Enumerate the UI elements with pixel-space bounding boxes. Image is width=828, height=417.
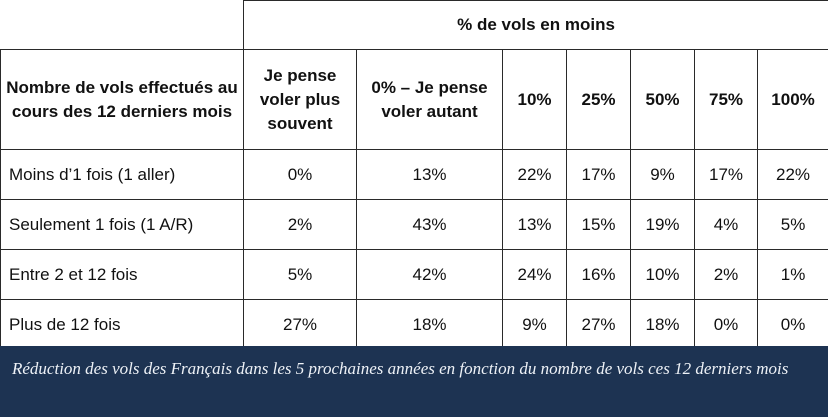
table-cell: 22%	[756, 149, 828, 200]
table-cell: 0%	[243, 149, 357, 200]
table-cell: 2%	[243, 199, 357, 250]
table-cell: 1%	[756, 249, 828, 300]
table-cell: 16%	[566, 249, 631, 300]
row-label: Moins d’1 fois (1 aller)	[0, 149, 244, 200]
flights-table-container: % de vols en moins Nombre de vols effect…	[0, 0, 828, 350]
table-cell: 0%	[694, 299, 758, 350]
table-cell: 5%	[756, 199, 828, 250]
table-cell: 43%	[356, 199, 503, 250]
corner-cell	[0, 0, 244, 50]
table-cell: 19%	[630, 199, 695, 250]
column-header: 100%	[756, 49, 828, 150]
table-cell: 22%	[502, 149, 567, 200]
row-label: Plus de 12 fois	[0, 299, 244, 350]
table-cell: 18%	[630, 299, 695, 350]
column-header-row: Nombre de vols effectués au cours des 12…	[0, 49, 828, 150]
column-header: 0% – Je pense voler autant	[356, 49, 503, 150]
table-cell: 15%	[566, 199, 631, 250]
table-cell: 4%	[694, 199, 758, 250]
table-cell: 0%	[756, 299, 828, 350]
row-label: Entre 2 et 12 fois	[0, 249, 244, 300]
column-header: 50%	[630, 49, 695, 150]
column-header: 10%	[502, 49, 567, 150]
table-row: Moins d’1 fois (1 aller) 0% 13% 22% 17% …	[0, 149, 828, 200]
table-cell: 9%	[630, 149, 695, 200]
table-row: Plus de 12 fois 27% 18% 9% 27% 18% 0% 0%	[0, 299, 828, 350]
row-label: Seulement 1 fois (1 A/R)	[0, 199, 244, 250]
table-cell: 13%	[356, 149, 503, 200]
table-row: Entre 2 et 12 fois 5% 42% 24% 16% 10% 2%…	[0, 249, 828, 300]
super-header: % de vols en moins	[242, 0, 828, 50]
table-cell: 24%	[502, 249, 567, 300]
table-cell: 27%	[566, 299, 631, 350]
table-cell: 10%	[630, 249, 695, 300]
table-cell: 2%	[694, 249, 758, 300]
table-cell: 27%	[243, 299, 357, 350]
table-caption: Réduction des vols des Français dans les…	[0, 346, 828, 417]
table-cell: 17%	[694, 149, 758, 200]
table-cell: 5%	[243, 249, 357, 300]
flights-reduction-table: % de vols en moins Nombre de vols effect…	[0, 0, 828, 350]
table-cell: 9%	[502, 299, 567, 350]
column-header: 75%	[694, 49, 758, 150]
row-header: Nombre de vols effectués au cours des 12…	[0, 49, 244, 150]
column-header: Je pense voler plus souvent	[243, 49, 357, 150]
super-header-row: % de vols en moins	[0, 0, 828, 50]
table-cell: 42%	[356, 249, 503, 300]
table-row: Seulement 1 fois (1 A/R) 2% 43% 13% 15% …	[0, 199, 828, 250]
table-cell: 18%	[356, 299, 503, 350]
table-cell: 13%	[502, 199, 567, 250]
table-cell: 17%	[566, 149, 631, 200]
column-header: 25%	[566, 49, 631, 150]
